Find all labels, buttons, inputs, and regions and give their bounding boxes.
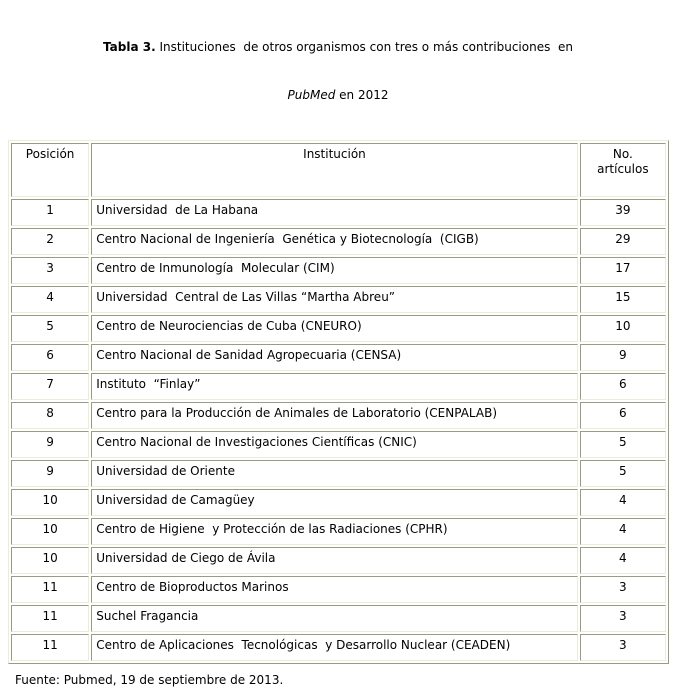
table-row: 5 Centro de Neurociencias de Cuba (CNEURO… bbox=[11, 315, 666, 342]
cell-articles: 15 bbox=[579, 286, 666, 313]
table-row: 1 Universidad de La Habana 39 bbox=[11, 199, 666, 226]
cell-position: 9 bbox=[11, 460, 90, 487]
caption-line-1: Tabla 3. Instituciones de otros organism… bbox=[0, 39, 676, 55]
cell-position: 10 bbox=[11, 547, 90, 574]
table-caption: Tabla 3. Instituciones de otros organism… bbox=[0, 7, 676, 135]
cell-articles: 5 bbox=[579, 460, 666, 487]
cell-institution: Centro Nacional de Sanidad Agropecuaria … bbox=[91, 344, 578, 371]
cell-institution: Centro Nacional de Ingeniería Genética y… bbox=[91, 228, 578, 255]
cell-articles: 39 bbox=[579, 199, 666, 226]
cell-institution: Universidad Central de Las Villas “Marth… bbox=[91, 286, 578, 313]
cell-articles: 3 bbox=[579, 634, 666, 661]
table-row: 6 Centro Nacional de Sanidad Agropecuaria… bbox=[11, 344, 666, 371]
cell-institution: Centro para la Producción de Animales de… bbox=[91, 402, 578, 429]
caption-pubmed: PubMed bbox=[287, 88, 336, 102]
cell-articles: 9 bbox=[579, 344, 666, 371]
cell-articles: 4 bbox=[579, 547, 666, 574]
cell-institution: Centro de Bioproductos Marinos bbox=[91, 576, 578, 603]
cell-position: 2 bbox=[11, 228, 90, 255]
table-row: 4 Universidad Central de Las Villas “Mart… bbox=[11, 286, 666, 313]
table-row: 9 Universidad de Oriente 5 bbox=[11, 460, 666, 487]
table-row: 9 Centro Nacional de Investigaciones Cien… bbox=[11, 431, 666, 458]
cell-articles: 17 bbox=[579, 257, 666, 284]
table-header-row: Posición Institución No. artículos bbox=[11, 143, 666, 197]
caption-line-1-text: Instituciones de otros organismos con tr… bbox=[155, 40, 573, 54]
cell-position: 1 bbox=[11, 199, 90, 226]
cell-institution: Universidad de Ciego de Ávila bbox=[91, 547, 578, 574]
cell-articles: 4 bbox=[579, 518, 666, 545]
cell-position: 11 bbox=[11, 576, 90, 603]
cell-articles: 6 bbox=[579, 402, 666, 429]
header-articles: No. artículos bbox=[579, 143, 666, 197]
cell-articles: 5 bbox=[579, 431, 666, 458]
cell-articles: 3 bbox=[579, 605, 666, 632]
cell-position: 3 bbox=[11, 257, 90, 284]
header-institution: Institución bbox=[91, 143, 578, 197]
source-note: Fuente: Pubmed, 19 de septiembre de 2013… bbox=[15, 673, 284, 687]
cell-institution: Universidad de La Habana bbox=[91, 199, 578, 226]
table-body: Posición Institución No. artículos 1 Univ… bbox=[11, 143, 666, 661]
cell-articles: 29 bbox=[579, 228, 666, 255]
cell-articles: 6 bbox=[579, 373, 666, 400]
table-row: 2 Centro Nacional de Ingeniería Genética … bbox=[11, 228, 666, 255]
cell-position: 11 bbox=[11, 634, 90, 661]
cell-position: 4 bbox=[11, 286, 90, 313]
cell-institution: Centro de Neurociencias de Cuba (CNEURO) bbox=[91, 315, 578, 342]
cell-articles: 3 bbox=[579, 576, 666, 603]
cell-position: 6 bbox=[11, 344, 90, 371]
cell-position: 11 bbox=[11, 605, 90, 632]
table-row: 10 Universidad de Camagüey 4 bbox=[11, 489, 666, 516]
header-position: Posición bbox=[11, 143, 90, 197]
table-row: 7 Instituto “Finlay” 6 bbox=[11, 373, 666, 400]
table-row: 11 Centro de Aplicaciones Tecnológicas y … bbox=[11, 634, 666, 661]
table-row: 11 Centro de Bioproductos Marinos 3 bbox=[11, 576, 666, 603]
cell-articles: 10 bbox=[579, 315, 666, 342]
cell-institution: Centro de Higiene y Protección de las Ra… bbox=[91, 518, 578, 545]
cell-position: 10 bbox=[11, 489, 90, 516]
table-row: 8 Centro para la Producción de Animales d… bbox=[11, 402, 666, 429]
cell-institution: Universidad de Camagüey bbox=[91, 489, 578, 516]
institutions-table: Posición Institución No. artículos 1 Univ… bbox=[8, 140, 669, 664]
cell-institution: Centro de Inmunología Molecular (CIM) bbox=[91, 257, 578, 284]
table-row: 11 Suchel Fragancia 3 bbox=[11, 605, 666, 632]
cell-position: 10 bbox=[11, 518, 90, 545]
cell-position: 9 bbox=[11, 431, 90, 458]
caption-line-2-text: en 2012 bbox=[335, 88, 389, 102]
cell-institution: Instituto “Finlay” bbox=[91, 373, 578, 400]
cell-position: 7 bbox=[11, 373, 90, 400]
caption-line-2: PubMed en 2012 bbox=[0, 87, 676, 103]
cell-position: 5 bbox=[11, 315, 90, 342]
table-row: 10 Universidad de Ciego de Ávila 4 bbox=[11, 547, 666, 574]
cell-institution: Centro de Aplicaciones Tecnológicas y De… bbox=[91, 634, 578, 661]
cell-institution: Universidad de Oriente bbox=[91, 460, 578, 487]
cell-institution: Centro Nacional de Investigaciones Cient… bbox=[91, 431, 578, 458]
cell-position: 8 bbox=[11, 402, 90, 429]
cell-institution: Suchel Fragancia bbox=[91, 605, 578, 632]
table-row: 10 Centro de Higiene y Protección de las … bbox=[11, 518, 666, 545]
table-row: 3 Centro de Inmunología Molecular (CIM) 17 bbox=[11, 257, 666, 284]
cell-articles: 4 bbox=[579, 489, 666, 516]
caption-table-number: Tabla 3. bbox=[103, 40, 156, 54]
